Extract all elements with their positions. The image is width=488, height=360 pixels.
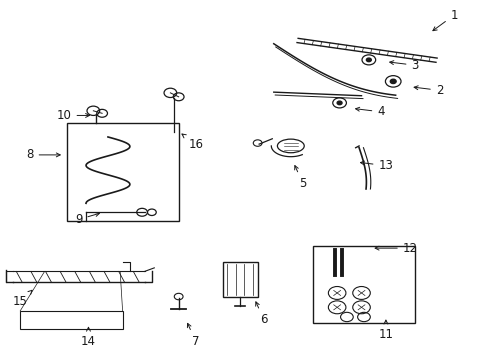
Text: 12: 12 — [374, 242, 417, 255]
Text: 11: 11 — [378, 320, 393, 341]
Bar — [66, 123, 178, 221]
Bar — [222, 262, 257, 297]
Text: 4: 4 — [355, 105, 384, 118]
Text: 5: 5 — [294, 166, 306, 190]
Text: 13: 13 — [360, 159, 392, 172]
Bar — [20, 311, 122, 329]
Circle shape — [389, 79, 395, 84]
Text: 1: 1 — [432, 9, 457, 31]
Text: 10: 10 — [57, 109, 89, 122]
Text: 8: 8 — [26, 148, 60, 161]
Circle shape — [366, 58, 370, 62]
Text: 6: 6 — [255, 302, 267, 327]
Circle shape — [336, 101, 341, 105]
Text: 2: 2 — [413, 84, 443, 97]
Text: 3: 3 — [389, 59, 418, 72]
Text: 9: 9 — [75, 213, 99, 226]
Text: 15: 15 — [13, 290, 32, 309]
Text: 7: 7 — [187, 323, 199, 348]
Bar — [312, 246, 414, 323]
Text: 14: 14 — [81, 327, 96, 348]
Text: 16: 16 — [182, 134, 203, 150]
